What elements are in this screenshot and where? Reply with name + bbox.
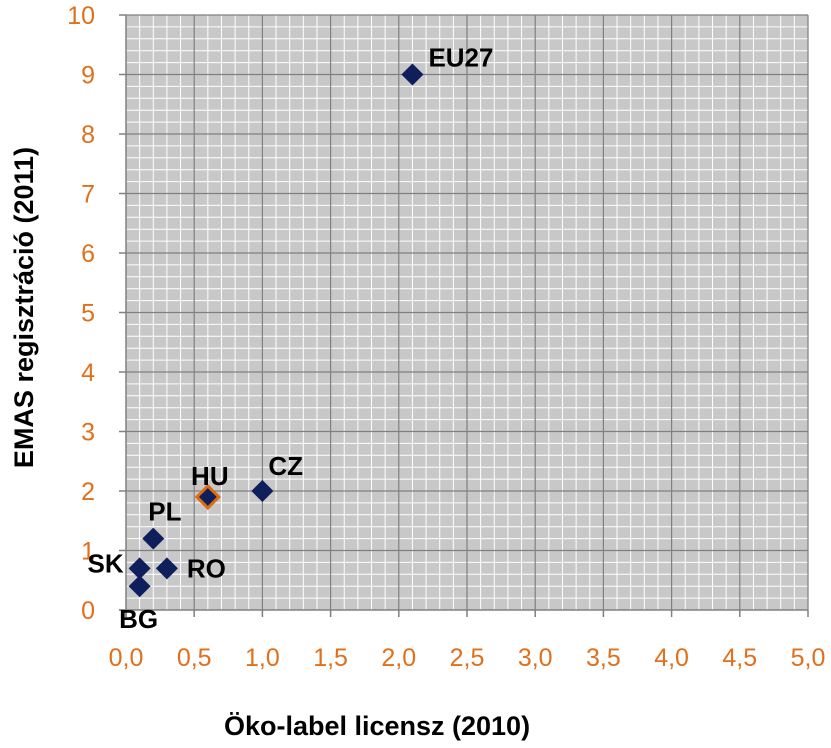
- y-tick-label: 2: [81, 478, 95, 506]
- y-tick-label: 0: [81, 597, 95, 625]
- point-label-hu: HU: [191, 461, 229, 491]
- y-tick-label: 6: [81, 240, 95, 268]
- axes: [119, 14, 809, 617]
- point-labels: EU27 CZ HU PL SK RO BG: [88, 43, 494, 635]
- y-tick-label: 7: [81, 181, 95, 209]
- point-label-pl: PL: [148, 497, 181, 527]
- x-axis-title: Öko-label licensz (2010): [224, 711, 530, 741]
- point-label-eu27: EU27: [428, 43, 493, 73]
- x-tick-label: 0,0: [109, 644, 144, 672]
- data-points: [128, 63, 424, 598]
- x-tick-label: 2,0: [381, 644, 416, 672]
- x-tick-label: 5,0: [791, 644, 826, 672]
- point-label-bg: BG: [119, 604, 158, 634]
- point-cz: [251, 480, 274, 502]
- x-tick-label: 4,5: [722, 644, 757, 672]
- point-eu27: [401, 63, 424, 86]
- point-hu: [194, 483, 221, 511]
- x-tick-label: 2,5: [450, 644, 485, 672]
- y-tick-label: 8: [81, 121, 95, 149]
- x-tick-label: 1,0: [245, 644, 280, 672]
- x-tick-label: 0,5: [177, 644, 212, 672]
- x-tick-label: 1,5: [313, 644, 348, 672]
- y-tick-label: 4: [81, 359, 95, 387]
- point-pl: [142, 527, 165, 550]
- y-axis-title: EMAS regisztráció (2011): [9, 147, 39, 468]
- point-label-cz: CZ: [268, 451, 303, 481]
- y-tick-label: 10: [67, 2, 95, 30]
- point-label-ro: RO: [187, 553, 226, 583]
- point-bg: [128, 575, 151, 598]
- y-tick-labels: 0 1 2 3 4 5 6 7 8 9 10: [67, 2, 95, 625]
- y-tick-label: 5: [81, 300, 95, 328]
- x-tick-labels: 0,0 0,5 1,0 1,5 2,0 2,5 3,0 3,5 4,0 4,5 5,0: [109, 644, 826, 672]
- point-ro: [155, 557, 178, 580]
- x-tick-label: 4,0: [654, 644, 689, 672]
- major-gridlines: [126, 14, 809, 610]
- point-sk: [128, 557, 151, 580]
- y-tick-label: 3: [81, 419, 95, 447]
- x-tick-label: 3,0: [518, 644, 553, 672]
- y-tick-label: 1: [81, 538, 95, 566]
- point-label-sk: SK: [88, 548, 124, 578]
- y-tick-label: 9: [81, 62, 95, 90]
- x-tick-label: 3,5: [586, 644, 621, 672]
